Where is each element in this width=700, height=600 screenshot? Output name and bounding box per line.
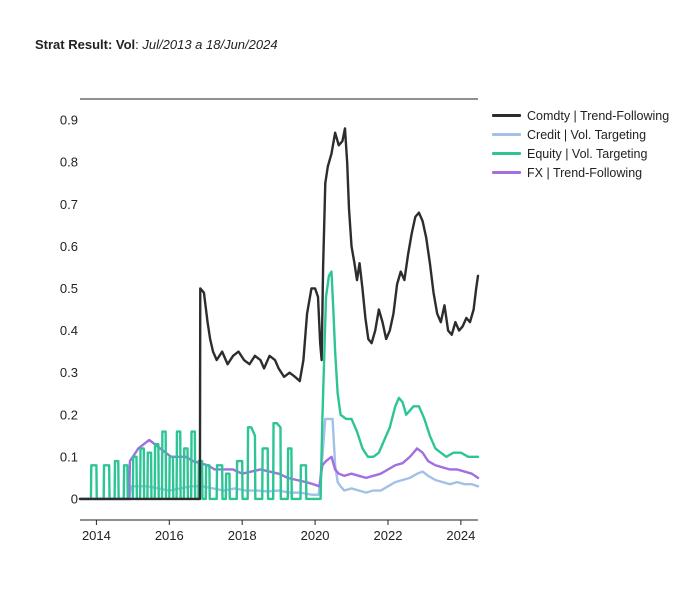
legend-item[interactable]: Credit | Vol. Targeting xyxy=(492,125,669,144)
series-line-2 xyxy=(78,270,480,501)
x-tick-label: 2014 xyxy=(82,528,111,543)
x-tick-label: 2022 xyxy=(374,528,403,543)
x-tick-label: 2016 xyxy=(155,528,184,543)
legend-swatch xyxy=(492,133,521,136)
legend-label: FX | Trend-Following xyxy=(527,165,643,180)
x-tick-label: 2018 xyxy=(228,528,257,543)
legend-swatch xyxy=(492,152,521,155)
x-tick-label: 2020 xyxy=(301,528,330,543)
chart-title-separator: : xyxy=(135,37,143,52)
y-tick-label: 0.4 xyxy=(60,323,78,338)
x-tick-label: 2024 xyxy=(446,528,475,543)
chart-title-italic: Jul/2013 a 18/Jun/2024 xyxy=(142,37,278,52)
legend-swatch xyxy=(492,171,521,174)
legend-label: Comdty | Trend-Following xyxy=(527,108,670,123)
chart-title-bold: Strat Result: Vol xyxy=(35,37,136,52)
legend-item[interactable]: Comdty | Trend-Following xyxy=(492,106,669,125)
legend-label: Credit | Vol. Targeting xyxy=(527,127,647,142)
y-tick-label: 0.9 xyxy=(60,113,78,128)
y-axis: 0 0.1 0.2 0.3 0.4 0.5 0.6 0.7 0.8 0.9 xyxy=(60,113,78,507)
legend-label: Equity | Vol. Targeting xyxy=(527,146,648,161)
chart-title: Strat Result: Vol: Jul/2013 a 18/Jun/202… xyxy=(35,37,278,52)
y-tick-label: 0.6 xyxy=(60,239,78,254)
y-tick-label: 0.5 xyxy=(60,281,78,296)
x-axis: 2014 2016 2018 2020 2022 2024 xyxy=(82,520,475,543)
series-layer xyxy=(78,127,480,501)
y-tick-label: 0.3 xyxy=(60,365,78,380)
series-line-0 xyxy=(78,127,480,501)
y-tick-label: 0 xyxy=(71,491,78,506)
legend-swatch xyxy=(492,114,521,117)
legend-item[interactable]: Equity | Vol. Targeting xyxy=(492,144,669,163)
y-tick-label: 0.7 xyxy=(60,197,78,212)
series-line-1 xyxy=(78,417,480,501)
legend: Comdty | Trend-Following Credit | Vol. Ta… xyxy=(492,106,669,182)
y-tick-label: 0.1 xyxy=(60,449,78,464)
y-tick-label: 0.2 xyxy=(60,407,78,422)
y-tick-label: 0.8 xyxy=(60,155,78,170)
legend-item[interactable]: FX | Trend-Following xyxy=(492,163,669,182)
